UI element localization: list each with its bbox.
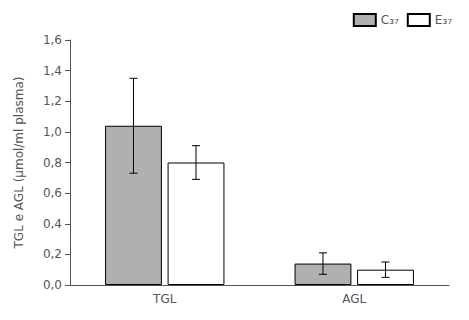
svg-text:0,4: 0,4 <box>43 217 62 231</box>
svg-text:1,4: 1,4 <box>43 64 62 78</box>
svg-text:1,0: 1,0 <box>43 125 62 139</box>
svg-text:1,2: 1,2 <box>43 94 62 108</box>
svg-text:C₃₇: C₃₇ <box>381 13 399 27</box>
svg-text:TGL: TGL <box>152 292 177 306</box>
svg-text:TGL e AGL (μmol/ml plasma): TGL e AGL (μmol/ml plasma) <box>12 77 26 250</box>
svg-text:0,6: 0,6 <box>43 186 62 200</box>
svg-text:1,6: 1,6 <box>43 33 62 47</box>
svg-text:AGL: AGL <box>342 292 366 306</box>
svg-text:0,8: 0,8 <box>43 156 62 170</box>
svg-text:0,0: 0,0 <box>43 278 62 292</box>
svg-text:0,2: 0,2 <box>43 247 62 261</box>
svg-text:E₃₇: E₃₇ <box>435 13 452 27</box>
